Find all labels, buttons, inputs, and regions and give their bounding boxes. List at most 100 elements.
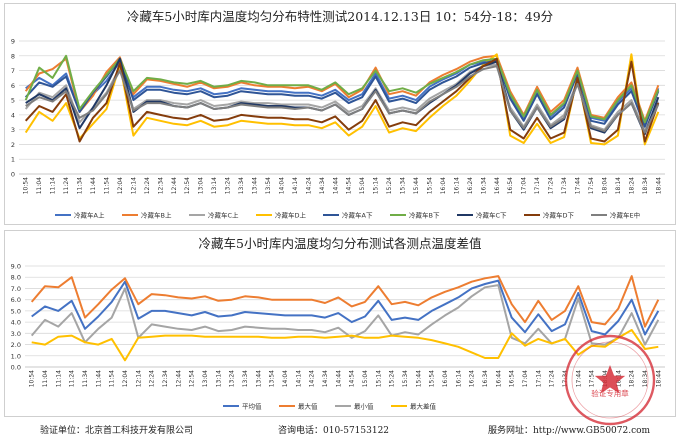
y-tick-label: 4 <box>11 111 15 119</box>
x-tick-label: 18:24 <box>629 370 636 387</box>
x-tick-label: 16:04 <box>440 177 447 194</box>
x-tick-label: 15:44 <box>415 370 422 387</box>
x-tick-label: 11:24 <box>69 370 76 387</box>
x-tick-label: 17:04 <box>521 177 528 194</box>
x-tick-label: 14:14 <box>292 177 299 194</box>
x-tick-label: 15:54 <box>426 177 433 194</box>
y-tick-label: 6.0 <box>11 296 21 304</box>
x-tick-label: 13:54 <box>269 370 276 387</box>
x-tick-label: 15:14 <box>373 177 380 194</box>
legend-entry: 冷藏车C下 <box>476 211 507 220</box>
x-tick-label: 14:24 <box>305 177 312 194</box>
series-line-6 <box>24 54 660 124</box>
x-tick-label: 16:24 <box>469 370 476 387</box>
x-tick-label: 16:54 <box>509 370 516 387</box>
chart-panel-2: 冷藏车5小时库内温度均匀分布测试各测点温度差值 0.0 1.0 2.0 3.0 4.0 5.… <box>4 230 676 417</box>
y-tick-label: 9 <box>11 38 15 46</box>
x-tick-label: 14:44 <box>335 370 342 387</box>
y-tick-label: 7.0 <box>11 285 21 293</box>
x-tick-label: 14:14 <box>295 370 302 387</box>
x-tick-label: 11:24 <box>63 177 70 194</box>
x-tick-label: 16:44 <box>495 370 502 387</box>
footer: 验证单位：北京首工科技开发有限公司 咨询电话：010-57153122 服务网址… <box>0 420 680 438</box>
y-tick-label: 0 <box>11 171 15 179</box>
x-tick-label: 16:24 <box>467 177 474 194</box>
series-line-4 <box>31 329 659 362</box>
x-tick-label: 14:34 <box>319 177 326 194</box>
x-tick-label: 15:24 <box>389 370 396 387</box>
x-tick-label: 13:24 <box>229 370 236 387</box>
x-tick-label: 18:34 <box>642 370 649 387</box>
x-tick-label: 18:44 <box>655 370 662 387</box>
stamp-label: 验证专用章 <box>591 389 629 398</box>
y-tick-label: 1 <box>11 156 15 164</box>
x-tick-label: 11:04 <box>42 370 49 387</box>
y-tick-label: 3.0 <box>11 330 21 338</box>
x-tick-label: 11:34 <box>77 177 84 194</box>
x-tick-label: 11:54 <box>109 370 116 387</box>
series-line-5 <box>24 57 660 128</box>
x-tick-label: 18:44 <box>655 177 662 194</box>
series-line-2 <box>30 275 660 328</box>
x-tick-label: 18:04 <box>601 177 608 194</box>
x-tick-label: 17:24 <box>548 177 555 194</box>
footer-verify-unit: 验证单位：北京首工科技开发有限公司 <box>40 426 194 436</box>
x-tick-label: 18:24 <box>628 177 635 194</box>
series-line-1 <box>31 279 660 336</box>
stamp-seal-icon <box>564 334 656 426</box>
x-tick-label: 12:34 <box>157 177 164 194</box>
y-tick-label: 3 <box>11 126 15 134</box>
footer-phone: 咨询电话：010-57153122 <box>278 426 390 436</box>
x-tick-label: 18:34 <box>642 177 649 194</box>
x-tick-label: 16:54 <box>507 177 514 194</box>
legend-entry: 平均值 <box>242 402 262 411</box>
x-tick-label: 13:34 <box>242 370 249 387</box>
series-line-4 <box>24 53 660 146</box>
x-tick-label: 12:04 <box>122 370 129 387</box>
legend-entry: 冷藏车D下 <box>543 211 575 220</box>
x-tick-label: 11:34 <box>82 370 89 387</box>
x-tick-label: 16:14 <box>455 370 462 387</box>
x-tick-label: 18:14 <box>615 177 622 194</box>
x-tick-label: 12:24 <box>149 370 156 387</box>
chart-title: 冷藏车5小时库内温度均匀分布测试各测点温度差值 <box>199 236 482 251</box>
x-tick-label: 14:54 <box>349 370 356 387</box>
x-tick-label: 17:14 <box>534 177 541 194</box>
x-tick-label: 11:14 <box>50 177 57 194</box>
x-tick-label: 13:54 <box>265 177 272 194</box>
x-tick-label: 14:24 <box>309 370 316 387</box>
x-tick-label: 16:34 <box>482 370 489 387</box>
x-tick-label: 12:54 <box>189 370 196 387</box>
x-tick-label: 15:44 <box>413 177 420 194</box>
legend-entry: 冷藏车A上 <box>74 211 105 220</box>
x-tick-label: 11:54 <box>103 177 110 194</box>
x-tick-label: 13:14 <box>215 370 222 387</box>
x-tick-label: 14:04 <box>278 177 285 194</box>
verification-stamp: 验证专用章 <box>560 330 660 430</box>
legend-entry: 冷藏车B下 <box>409 211 440 220</box>
x-tick-label: 15:04 <box>359 177 366 194</box>
footer-website-link[interactable]: 服务网址：http://www.GB50072.com <box>488 426 651 436</box>
y-tick-label: 5.0 <box>11 307 21 315</box>
legend-entry: 冷藏车D上 <box>275 211 307 220</box>
y-tick-label: 9.0 <box>11 263 21 271</box>
x-tick-label: 16:14 <box>453 177 460 194</box>
chart-title: 冷藏车5小时库内温度均匀分布特性测试2014.12.13日 10：54分-18：… <box>127 9 553 24</box>
x-tick-label: 14:34 <box>322 370 329 387</box>
y-tick-label: 6 <box>11 82 15 90</box>
x-tick-label: 15:04 <box>362 370 369 387</box>
x-tick-label: 17:14 <box>535 370 542 387</box>
x-tick-label: 13:04 <box>198 177 205 194</box>
legend-entry: 冷藏车A下 <box>342 211 373 220</box>
y-tick-label: 2.0 <box>11 341 21 349</box>
x-tick-label: 12:54 <box>184 177 191 194</box>
series-line-9 <box>25 65 660 134</box>
x-tick-label: 17:54 <box>589 370 596 387</box>
legend-entry: 冷藏车E中 <box>610 211 640 220</box>
x-tick-label: 14:04 <box>282 370 289 387</box>
x-tick-label: 13:14 <box>211 177 218 194</box>
x-tick-label: 13:44 <box>255 370 262 387</box>
x-tick-label: 10:54 <box>29 370 36 387</box>
y-tick-label: 2 <box>11 141 15 149</box>
